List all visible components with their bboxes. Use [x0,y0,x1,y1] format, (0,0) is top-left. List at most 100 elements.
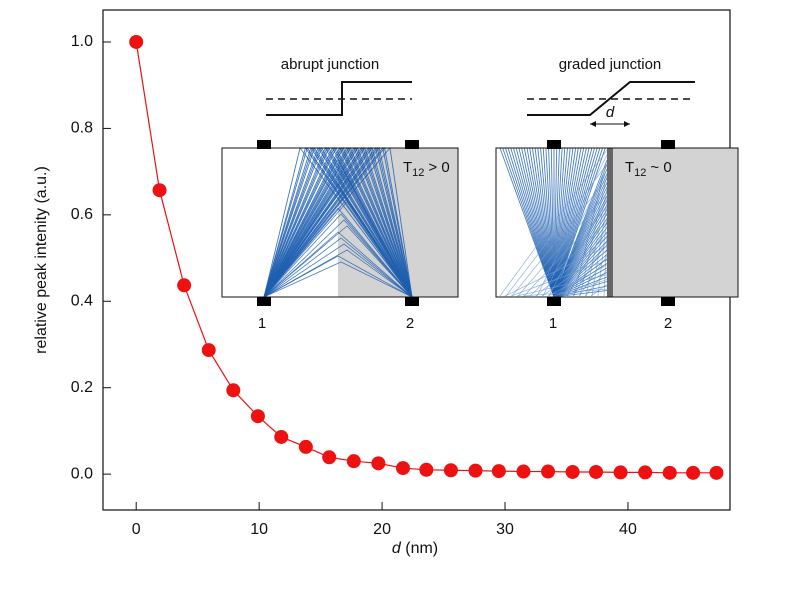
trajectory [516,274,608,297]
inset-title: abrupt junction [281,56,379,73]
contact-label: 1 [258,315,266,332]
inset-title: graded junction [559,56,662,73]
y-axis-label: relative peak intenity (a.u.) [33,166,50,354]
y-tick-label: 0.0 [71,465,93,482]
trajectory [263,207,413,298]
data-point [565,464,580,479]
trajectory [511,178,608,297]
device-outline [221,147,459,298]
barrier-wall [607,148,613,297]
data-point [638,465,653,480]
trajectory [553,258,608,298]
x-tick-label: 40 [619,521,637,538]
trajectory [263,261,413,298]
y-tick-label: 0.2 [71,379,93,396]
trajectory [529,221,608,297]
trajectory [522,288,608,297]
data-point [516,464,531,479]
trajectory [541,250,608,297]
trajectory [263,243,413,298]
contact [661,140,675,149]
trajectory [263,225,413,298]
symbol: T [403,159,412,176]
trajectory [547,264,608,297]
trajectory [553,249,608,298]
x-label-var: d [392,540,402,557]
transmission-label: T12 > 0 [403,159,450,179]
trajectory [504,245,608,297]
trajectory [553,218,608,298]
y-tick-label: 1.0 [71,33,93,50]
contact [257,140,271,149]
trajectory [499,149,608,297]
y-tick-label: 0.4 [71,292,93,309]
trajectory [536,154,608,297]
trajectory [553,222,608,298]
data-point [129,34,144,49]
trajectory [523,207,608,297]
inset-graded: graded junction d T12 ~ 0 1 2 [495,56,739,332]
transmission-label: T12 ~ 0 [625,159,672,179]
x-axis-label: d (nm) [392,540,438,557]
data-point [177,278,192,293]
trajectory [263,201,413,298]
data-point [371,456,386,471]
trajectory [263,255,413,298]
data-point [613,465,628,480]
data-point [419,462,434,477]
relation: > 0 [428,159,449,176]
width-label: d [606,104,615,121]
trajectory [510,260,608,297]
trajectory [553,290,608,298]
data-point [226,383,241,398]
contact [547,297,561,306]
data-point [250,409,265,424]
contact [405,297,419,306]
trajectory [263,237,413,298]
data-point [322,450,337,465]
trajectory [553,209,608,298]
x-label-unit: (nm) [405,540,438,557]
contact-label: 1 [549,315,557,332]
x-tick-label: 30 [496,521,514,538]
trajectory [553,279,608,297]
barrier-region [612,148,738,297]
relation: ~ 0 [650,159,671,176]
data-point [686,465,701,480]
device-outline [495,147,739,298]
trajectory [553,281,608,298]
data-point [346,454,361,469]
data-point [274,429,289,444]
contact-label: 2 [664,315,672,332]
trajectory [263,213,413,298]
trajectory [542,169,608,297]
trajectory [535,236,608,297]
data-point [662,465,677,480]
trajectory [553,267,608,298]
contact-label: 2 [406,315,414,332]
x-tick-label: 10 [250,521,268,538]
data-point [491,464,506,479]
band-edge [527,81,695,116]
data-point [395,461,410,476]
y-tick-label: 0.6 [71,206,93,223]
trajectory [505,164,608,297]
trajectory [597,217,608,297]
contact [257,297,271,306]
data-point [588,464,603,479]
y-tick-label: 0.8 [71,120,93,137]
trajectory [263,177,413,298]
trajectory [553,254,608,298]
symbol: T [625,159,634,176]
data-point [709,465,724,480]
contact [405,140,419,149]
inset-abrupt: abrupt junction T12 > 0 1 2 [221,56,459,332]
subscript: 12 [634,167,646,179]
trajectory [263,219,413,298]
data-point [468,463,483,478]
x-tick-label: 20 [373,521,391,538]
data-point [152,183,167,198]
trajectory [263,231,413,298]
